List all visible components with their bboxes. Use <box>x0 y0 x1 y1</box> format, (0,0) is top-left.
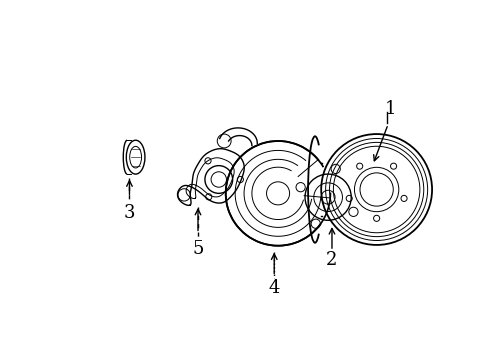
Text: 2: 2 <box>326 251 338 269</box>
Text: 4: 4 <box>269 279 280 297</box>
Text: 1: 1 <box>385 100 396 118</box>
Text: 3: 3 <box>123 204 135 222</box>
Text: 5: 5 <box>192 240 204 258</box>
